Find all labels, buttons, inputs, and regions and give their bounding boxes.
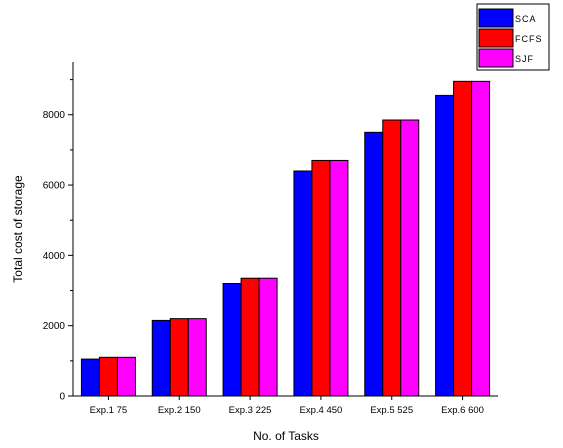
y-tick-label: 4000: [43, 251, 66, 262]
x-category-label: Exp.1 75: [90, 405, 128, 416]
bar-sca-2: [151, 319, 171, 397]
legend-item-sca: SCA: [478, 8, 537, 28]
x-category-label: Exp.3 225: [229, 405, 272, 416]
y-tick-label: 8000: [43, 110, 66, 121]
legend-item-fcfs: FCFS: [478, 28, 543, 48]
bar-sjf-4: [329, 159, 349, 397]
y-tick-label: 2000: [43, 321, 66, 332]
legend-label-sjf: SJF: [515, 54, 534, 64]
legend-label-sca: SCA: [515, 14, 537, 24]
bar-fcfs-6: [453, 80, 473, 397]
bar-sca-5: [364, 131, 384, 397]
legend-item-sjf: SJF: [478, 48, 534, 68]
bars-layer: [80, 80, 491, 397]
bar-sca-4: [293, 170, 313, 397]
y-tick-label: 6000: [43, 181, 66, 192]
bar-fcfs-4: [311, 159, 331, 397]
legend-swatch-sjf: [478, 48, 514, 68]
legend-swatch-sca: [478, 8, 514, 28]
legend-swatch-fcfs: [478, 28, 514, 48]
bar-sjf-1: [116, 356, 136, 397]
bar-fcfs-1: [98, 356, 118, 397]
bar-sjf-2: [187, 318, 207, 397]
axes-layer: [72, 62, 498, 397]
bar-fcfs-5: [382, 119, 402, 397]
bar-sca-1: [80, 358, 100, 397]
x-category-label: Exp.2 150: [158, 405, 201, 416]
x-axis-title: No. of Tasks: [253, 429, 319, 443]
y-ticks: 0 2000 4000 6000 8000: [43, 79, 73, 403]
bar-fcfs-2: [169, 318, 189, 397]
y-tick-label: 0: [59, 392, 65, 403]
legend: SCA FCFS SJF: [476, 3, 550, 71]
bar-sca-6: [435, 94, 455, 397]
bar-sjf-5: [400, 119, 420, 397]
bar-sjf-3: [258, 277, 278, 397]
legend-label-fcfs: FCFS: [515, 34, 543, 44]
bar-fcfs-3: [240, 277, 260, 397]
x-category-label: Exp.4 450: [300, 405, 343, 416]
x-category-label: Exp.6 600: [441, 405, 484, 416]
bar-sca-3: [222, 282, 242, 397]
y-axis-title: Total cost of storage: [11, 175, 25, 283]
x-category-label: Exp.5 525: [370, 405, 413, 416]
bar-sjf-6: [471, 80, 491, 397]
x-category-labels: Exp.1 75 Exp.2 150 Exp.3 225 Exp.4 450 Exp.5…: [90, 396, 484, 416]
